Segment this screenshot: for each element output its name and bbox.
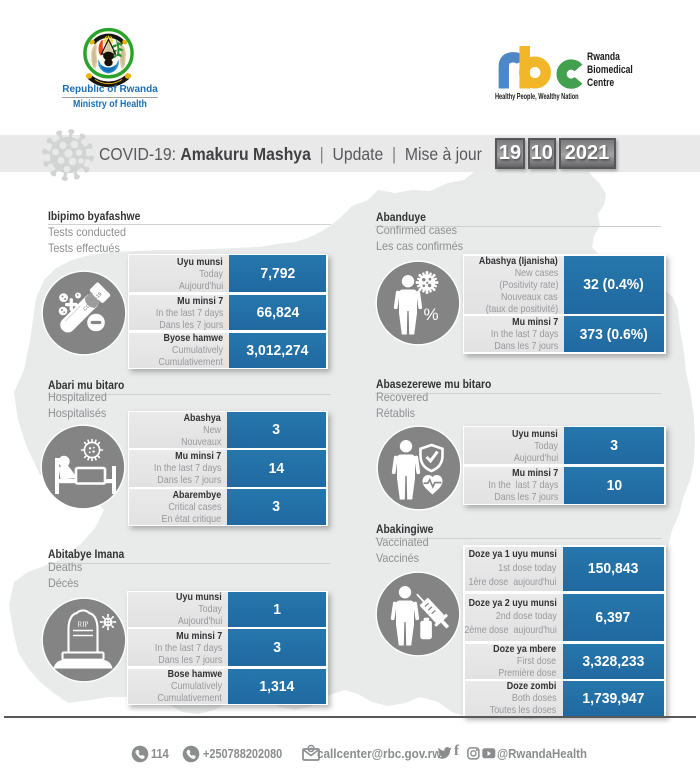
svg-text:RIP: RIP [78, 620, 89, 628]
svg-text:%: % [423, 305, 438, 324]
